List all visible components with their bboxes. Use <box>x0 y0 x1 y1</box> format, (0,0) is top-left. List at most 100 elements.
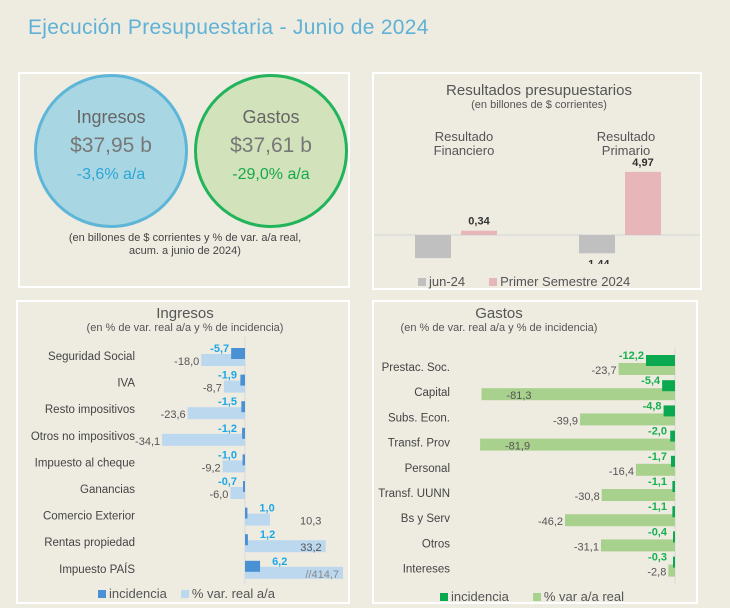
var-bar <box>223 380 245 393</box>
incidencia-bar <box>242 427 245 439</box>
var-label: -18,0 <box>174 356 199 368</box>
incidencia-label: -1,9 <box>218 370 237 382</box>
var-bar <box>245 566 343 579</box>
var-bar <box>162 433 245 446</box>
incidencia-bar <box>673 531 675 543</box>
gastos-chart-subtitle: (en % de var. real a/a y % de incidencia… <box>400 322 598 334</box>
incidencia-label: 1,2 <box>260 529 275 541</box>
category-label: Prestac. Soc. <box>382 362 450 374</box>
var-label: -8,7 <box>203 383 222 395</box>
legend-label-semestre: Primer Semestre 2024 <box>500 274 631 289</box>
ingresos-panel: Ingresos (en % de var. real a/a y % de i… <box>16 300 350 604</box>
legend-label-var: % var a/a real <box>543 589 625 604</box>
var-label: -81,3 <box>506 390 531 402</box>
legend-swatch-var <box>532 593 541 601</box>
var-bar <box>245 540 326 553</box>
var-bar <box>580 413 675 426</box>
incidencia-label: -1,1 <box>648 501 667 513</box>
category-label: Comercio Exterior <box>43 511 135 523</box>
incidencia-bar <box>245 507 248 519</box>
legend-swatch-incidencia <box>440 593 448 601</box>
category-label: Impuesto PAÍS <box>59 563 135 576</box>
category-label: Subs. Econ. <box>388 412 450 424</box>
category-label: Primario <box>602 143 650 158</box>
var-bar <box>600 539 675 552</box>
gastos-label: Gastos <box>242 107 300 127</box>
ingresos-label: Ingresos <box>76 107 146 127</box>
incidencia-label: -1,1 <box>648 476 667 488</box>
incidencia-label: -12,2 <box>619 350 644 362</box>
var-label: -23,6 <box>161 409 186 421</box>
incidencia-label: -5,4 <box>641 375 661 387</box>
data-label: -1,44 <box>584 258 610 264</box>
incidencia-label: -1,7 <box>648 451 667 463</box>
var-bar <box>481 388 675 401</box>
var-label: 10,3 <box>300 516 321 528</box>
gastos-panel: Gastos (en % de var. real a/a y % de inc… <box>372 300 698 604</box>
incidencia-label: -1,0 <box>218 449 237 461</box>
ingresos-chart-subtitle: (en % de var. real a/a y % de incidencia… <box>86 322 284 334</box>
data-label: 0,34 <box>468 216 490 228</box>
bar-semestre <box>625 171 661 235</box>
incidencia-label: -1,2 <box>218 423 237 435</box>
category-label: Intereses <box>403 564 451 576</box>
category-label: Otros <box>422 538 450 550</box>
var-label: -31,1 <box>574 541 599 553</box>
gastos-chart: Prestac. Soc. -12,2-23,7 Capital -5,4 -81,3 S… <box>378 347 676 585</box>
category-label: Resultado <box>435 129 494 144</box>
var-label: -9,2 <box>202 462 221 474</box>
category-label: Transf. Prov <box>388 438 450 450</box>
legend-semestre: Primer Semestre 2024 <box>489 274 630 289</box>
category-label: Bs y Serv <box>401 513 450 525</box>
resultados-title: Resultados presupuestarios <box>446 82 632 99</box>
incidencia-bar <box>242 454 245 466</box>
var-label: -23,7 <box>592 365 617 377</box>
summary-panel: Ingresos $37,95 b -3,6% a/a Gastos $37,6… <box>18 72 350 288</box>
category-label: Transf. UUNN <box>378 488 450 500</box>
incidencia-bar <box>670 430 675 442</box>
category-label: Rentas propiedad <box>44 537 135 549</box>
resultados-chart: ResultadoFinanciero-1,820,34ResultadoPri… <box>374 129 700 264</box>
var-label: -34,1 <box>135 436 160 448</box>
var-bar <box>245 513 271 526</box>
var-bar <box>187 407 245 420</box>
var-bar <box>565 514 675 527</box>
legend-incidencia: incidencia <box>440 589 509 604</box>
resultados-subtitle: (en billones de $ corrientes) <box>471 99 607 111</box>
var-bar <box>601 489 675 501</box>
incidencia-bar <box>662 380 675 392</box>
legend-jun24: jun-24 <box>418 274 465 289</box>
gastos-value: $37,61 b <box>230 134 312 157</box>
ingresos-change: -3,6% a/a <box>76 166 146 183</box>
category-label: Financiero <box>434 143 495 158</box>
incidencia-bar <box>645 355 675 366</box>
legend-label-incidencia: incidencia <box>451 589 509 604</box>
resultados-legend: jun-24 Primer Semestre 2024 <box>418 274 630 289</box>
incidencia-label: 1,0 <box>259 503 274 515</box>
category-label: Otros no impositivos <box>31 431 135 443</box>
category-label: Resultado <box>597 129 656 144</box>
note-line-2: acum. a junio de 2024) <box>129 245 241 257</box>
note-line-1: (en billones de $ corrientes y % de var.… <box>68 232 302 244</box>
category-label: Impuesto al cheque <box>35 457 135 469</box>
category-label: IVA <box>117 378 135 390</box>
var-bar <box>230 487 245 499</box>
incidencia-label: -0,7 <box>218 476 237 488</box>
incidencia-bar <box>231 348 245 359</box>
category-label: Capital <box>414 387 450 399</box>
var-label: -16,4 <box>609 466 634 478</box>
category-label: Resto impositivos <box>45 404 135 416</box>
incidencia-label: -2,0 <box>648 426 667 438</box>
legend-label-jun24: jun-24 <box>429 274 466 289</box>
resultados-panel: Resultados presupuestarios (en billones … <box>372 72 702 290</box>
ingresos-value: $37,95 b <box>70 134 152 157</box>
var-bar <box>635 463 675 476</box>
incidencia-label: -5,7 <box>210 343 229 355</box>
incidencia-bar <box>243 481 245 492</box>
incidencia-bar <box>245 534 248 546</box>
incidencia-label: -4,8 <box>643 400 662 412</box>
data-label: 4,97 <box>632 157 653 169</box>
legend-swatch-incidencia <box>98 590 106 598</box>
gastos-change: -29,0% a/a <box>232 166 310 183</box>
incidencia-bar <box>673 556 675 568</box>
